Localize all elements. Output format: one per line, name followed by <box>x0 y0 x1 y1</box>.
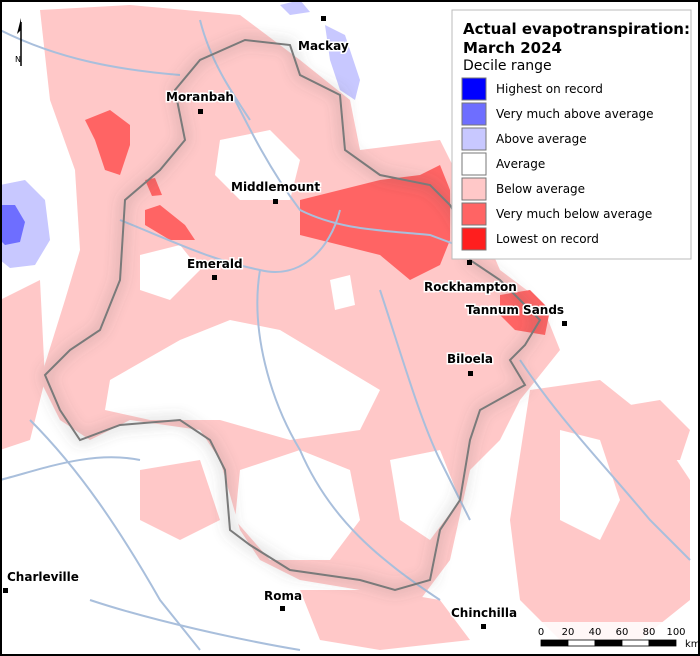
legend-swatch <box>461 152 487 176</box>
north-label: N <box>15 55 21 64</box>
place-dot <box>321 16 326 21</box>
place-dot <box>562 321 567 326</box>
place-dot <box>468 371 473 376</box>
scale-bg <box>536 622 698 652</box>
legend-label: Very much above average <box>496 107 654 121</box>
blue-areas <box>0 0 360 268</box>
place-label: Rockhampton <box>424 280 517 294</box>
legend-label: Average <box>496 157 545 171</box>
place-dot <box>467 260 472 265</box>
legend-box <box>451 9 692 260</box>
legend: Actual evapotranspiration: March 2024 De… <box>451 9 692 260</box>
place-dot <box>198 109 203 114</box>
legend-subtitle: Decile range <box>463 58 552 74</box>
legend-label: Below average <box>496 182 585 196</box>
place-label: Tannum Sands <box>466 303 564 317</box>
legend-label: Above average <box>496 132 587 146</box>
place-dot <box>481 624 486 629</box>
rivers <box>0 19 691 651</box>
scale-tick-label: 80 <box>643 627 656 638</box>
north-arrow: N <box>15 18 22 66</box>
scale-tick-label: 40 <box>589 627 602 638</box>
scale-segment <box>567 639 596 647</box>
scale-tick-label: 100 <box>666 627 685 638</box>
place-label: Middlemount <box>231 180 320 194</box>
scale-segment <box>621 639 650 647</box>
scale-segment <box>648 639 677 647</box>
legend-label: Highest on record <box>496 82 603 96</box>
pink-areas <box>0 5 690 650</box>
place-label: Charleville <box>7 570 79 584</box>
scale-segment <box>540 639 569 647</box>
place-label: Mackay <box>298 39 349 53</box>
place-label: Biloela <box>447 352 493 366</box>
places: Mackay Moranbah Middlemount Emerald Rock… <box>3 16 567 629</box>
legend-label: Very much below average <box>496 207 652 221</box>
scale-tick-label: 60 <box>616 627 629 638</box>
place-label: Emerald <box>187 257 243 271</box>
legend-swatch <box>461 202 487 226</box>
place-dot <box>273 199 278 204</box>
legend-title: March 2024 <box>463 39 562 57</box>
place-dot <box>280 606 285 611</box>
legend-swatch <box>461 177 487 201</box>
legend-swatch <box>461 102 487 126</box>
scale-tick-label: 20 <box>562 627 575 638</box>
basin-outline <box>43 38 542 592</box>
scale-tick-label: 0 <box>538 627 544 638</box>
place-dot <box>3 588 8 593</box>
legend-label: Lowest on record <box>496 232 599 246</box>
place-dot <box>212 275 217 280</box>
scale-segment <box>594 639 623 647</box>
place-label: Roma <box>264 589 302 603</box>
place-label: Moranbah <box>166 90 234 104</box>
legend-title: Actual evapotranspiration: <box>463 20 690 38</box>
place-label: Chinchilla <box>451 606 517 620</box>
scale-unit: km <box>685 639 700 650</box>
legend-swatch <box>461 227 487 251</box>
white-areas <box>105 130 620 560</box>
legend-swatch <box>461 77 487 101</box>
legend-swatch <box>461 127 487 151</box>
